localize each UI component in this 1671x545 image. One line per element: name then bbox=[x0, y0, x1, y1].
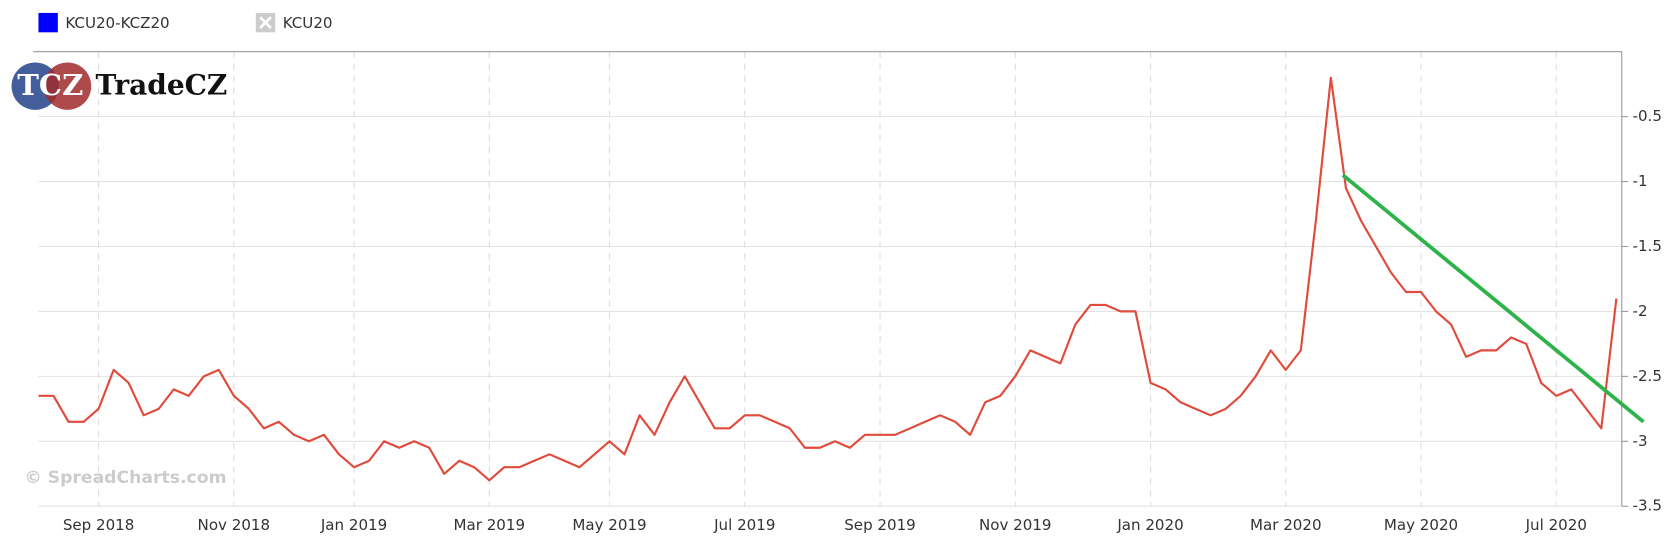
logo: TCZ TradeCZ bbox=[11, 62, 228, 110]
grid bbox=[38, 51, 1629, 507]
x-tick-label: Mar 2019 bbox=[454, 516, 526, 534]
trendline bbox=[1341, 173, 1645, 424]
legend-item[interactable]: KCU20-KCZ20 bbox=[38, 12, 170, 33]
legend-item[interactable]: KCU20 bbox=[255, 12, 333, 33]
logo-text: TCZ bbox=[17, 68, 83, 102]
x-tick-label: Sep 2019 bbox=[844, 516, 916, 534]
x-tick-label: Jul 2020 bbox=[1525, 516, 1587, 534]
x-tick-label: Jul 2019 bbox=[713, 516, 775, 534]
x-tick-label: Jan 2020 bbox=[1116, 516, 1183, 534]
y-tick-label: -2 bbox=[1633, 302, 1648, 320]
x-tick-label: Mar 2020 bbox=[1250, 516, 1322, 534]
series-line bbox=[38, 76, 1618, 482]
logo-circle bbox=[43, 62, 92, 110]
x-tick-label: Sep 2018 bbox=[63, 516, 135, 534]
y-tick-label: -3 bbox=[1633, 432, 1648, 450]
x-tick-label: Jan 2019 bbox=[320, 516, 387, 534]
legend-cross bbox=[259, 16, 272, 29]
legend-label: KCU20-KCZ20 bbox=[65, 14, 169, 32]
brand: TradeCZ bbox=[96, 69, 228, 102]
y-tick-label: -1 bbox=[1633, 172, 1648, 190]
y-tick-label: -1.5 bbox=[1633, 237, 1662, 255]
x-tick-label: Nov 2019 bbox=[979, 516, 1052, 534]
legend-label: KCU20 bbox=[283, 14, 333, 32]
y-tick-label: -2.5 bbox=[1633, 367, 1662, 385]
legend-swatch bbox=[38, 12, 58, 33]
credit: © SpreadCharts.com bbox=[24, 468, 226, 488]
x-tick-label: Nov 2018 bbox=[198, 516, 271, 534]
y-tick-label: -3.5 bbox=[1633, 497, 1662, 515]
y-tick-label: -0.5 bbox=[1633, 107, 1662, 125]
x-tick-label: May 2019 bbox=[572, 516, 646, 534]
x-tick-label: May 2020 bbox=[1384, 516, 1458, 534]
